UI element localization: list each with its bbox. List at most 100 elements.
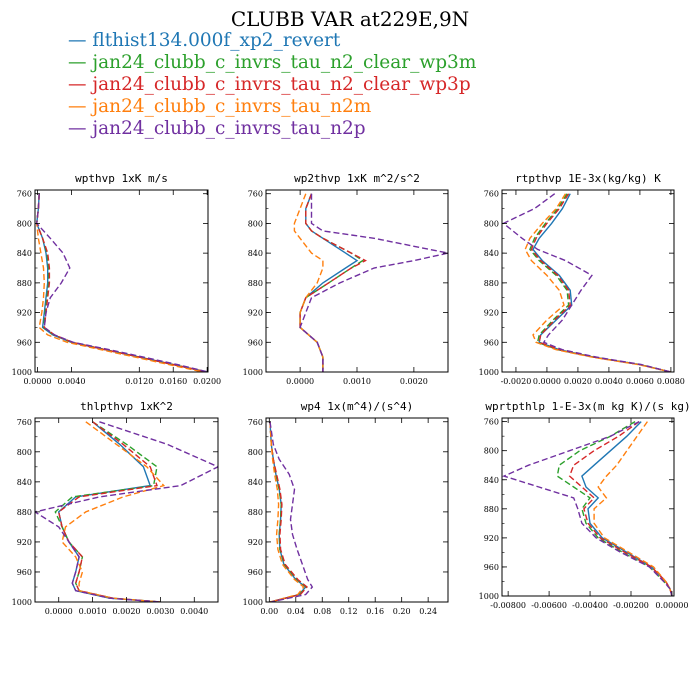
series-group [35, 421, 218, 602]
plot-frame [501, 189, 675, 373]
plot-frame [501, 417, 675, 597]
x-tick-label: 0.00000 [655, 601, 688, 610]
y-tick-label: 840 [17, 249, 32, 258]
y-tick-label: 920 [17, 309, 32, 318]
legend-entry: — jan24_clubb_c_invrs_tau_n2_clear_wp3m [68, 52, 476, 74]
y-tick-label: 800 [484, 447, 499, 456]
y-tick-label: 960 [484, 338, 499, 347]
y-tick-label: 880 [484, 279, 499, 288]
series-line [299, 193, 448, 372]
x-tick-label: 0.24 [419, 607, 437, 616]
series-line [35, 193, 204, 372]
series-line [293, 193, 324, 372]
y-tick-label: 1000 [12, 598, 32, 607]
y-tick-label: 840 [484, 476, 499, 485]
y-tick-label: 800 [248, 219, 263, 228]
y-tick-label: 800 [484, 219, 499, 228]
y-tick-label: 920 [248, 538, 263, 547]
x-tick-label: -0.00600 [531, 601, 567, 610]
y-tick-label: 760 [484, 418, 499, 427]
series-group [502, 193, 672, 372]
y-tick-label: 1000 [479, 592, 499, 601]
series-group [293, 193, 448, 372]
y-tick-label: 1000 [12, 368, 32, 377]
legend-entry: — jan24_clubb_c_invrs_tau_n2p [68, 118, 476, 140]
legend: — flthist134.000f_xp2_revert — jan24_clu… [68, 30, 476, 140]
legend-label: flthist134.000f_xp2_revert [92, 30, 341, 51]
y-tick-label: 760 [484, 190, 499, 199]
legend-label: jan24_clubb_c_invrs_tau_n2_clear_wp3m [92, 52, 477, 73]
y-tick-label: 800 [248, 448, 263, 457]
chart-panel: wp4 1x(m^4)/(s^4)76080084088092096010000… [243, 400, 449, 616]
legend-dash: — [68, 74, 93, 95]
x-tick-label: 0.04 [287, 607, 305, 616]
panel-title: wp4 1x(m^4)/(s^4) [301, 400, 414, 413]
series-line [35, 193, 208, 372]
series-line [269, 421, 314, 602]
y-tick-label: 880 [484, 505, 499, 514]
legend-label: jan24_clubb_c_invrs_tau_n2p [92, 118, 366, 139]
y-tick-label: 920 [484, 309, 499, 318]
x-tick-label: 0.0020 [564, 377, 592, 386]
series-group [269, 421, 314, 602]
x-tick-label: 0.0000 [45, 607, 73, 616]
x-tick-label: -0.00400 [572, 601, 608, 610]
panel-title: rtpthvp 1E-3x(kg/kg) K [515, 172, 661, 185]
y-tick-label: 800 [17, 448, 32, 457]
y-tick-label: 960 [248, 568, 263, 577]
panel-title: wpthvp 1xK m/s [75, 172, 168, 185]
series-line [269, 421, 305, 602]
x-tick-label: 0.0040 [180, 607, 208, 616]
y-tick-label: 880 [17, 279, 32, 288]
x-tick-label: 0.0120 [125, 377, 153, 386]
x-tick-label: 0.0000 [533, 377, 561, 386]
x-tick-label: 0.0030 [146, 607, 174, 616]
y-tick-label: 840 [484, 249, 499, 258]
figure-title: CLUBB VAR at229E,9N [230, 7, 470, 31]
x-tick-label: 0.0020 [113, 607, 141, 616]
chart-panel: wp2thvp 1xK m^2/s^2 760 800 840 880 920 960 100… [243, 172, 449, 386]
series-line [61, 421, 166, 602]
chart-panel: wprtpthlp 1-E-3x(m kg K)/(s kg) 760 800 840… [479, 400, 691, 610]
series-line [57, 421, 161, 602]
y-tick-label: 960 [17, 568, 32, 577]
plot-frame [265, 189, 449, 373]
series-line [299, 193, 368, 372]
y-tick-label: 960 [484, 563, 499, 572]
series-line [299, 193, 364, 372]
x-tick-label: 0.08 [313, 607, 331, 616]
x-tick-label: 0.0000 [24, 377, 52, 386]
legend-dash: — [68, 52, 93, 73]
series-line [581, 421, 673, 596]
series-line [502, 193, 672, 372]
legend-label: jan24_clubb_c_invrs_tau_n2m [92, 96, 372, 117]
series-line [35, 193, 208, 372]
y-tick-label: 760 [17, 190, 32, 199]
series-line [269, 421, 309, 602]
y-tick-label: 1000 [243, 368, 263, 377]
series-line [35, 421, 218, 602]
y-tick-label: 880 [248, 508, 263, 517]
x-tick-label: 0.12 [340, 607, 358, 616]
y-tick-label: 960 [248, 338, 263, 347]
chart-panel: wpthvp 1xK m/s76080084088092096010000.00… [12, 172, 222, 386]
plot-frame [265, 417, 449, 603]
y-tick-label: 920 [17, 538, 32, 547]
y-tick-label: 960 [17, 338, 32, 347]
legend-dash: — [68, 30, 93, 51]
y-tick-label: 880 [248, 279, 263, 288]
legend-entry: — jan24_clubb_c_invrs_tau_n2_clear_wp3p [68, 74, 476, 96]
y-tick-label: 840 [248, 478, 263, 487]
y-tick-label: 920 [484, 534, 499, 543]
legend-dash: — [68, 96, 93, 117]
x-tick-label: -0.0020 [501, 377, 532, 386]
x-tick-label: -0.00800 [490, 601, 526, 610]
series-line [568, 421, 673, 596]
series-line [35, 193, 208, 372]
series-line [35, 193, 208, 372]
x-tick-label: 0.0020 [400, 377, 428, 386]
y-tick-label: 1000 [243, 598, 263, 607]
panel-title: wp2thvp 1xK m^2/s^2 [294, 172, 420, 185]
y-tick-label: 760 [248, 190, 263, 199]
